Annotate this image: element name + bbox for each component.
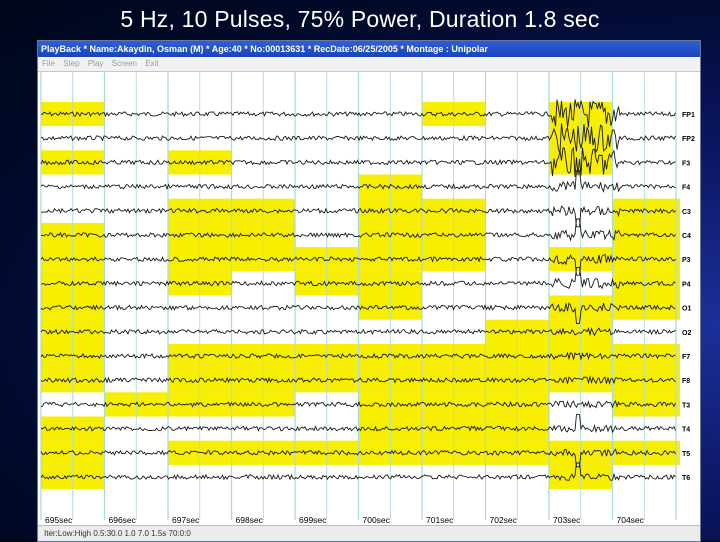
channel-label: F3 xyxy=(682,160,690,167)
menu-item-file[interactable]: File xyxy=(42,59,55,68)
channel-label: T3 xyxy=(682,402,690,409)
menu-item-exit[interactable]: Exit xyxy=(145,59,159,68)
eeg-playback-window: PlayBack * Name:Akaydin, Osman (M) * Age… xyxy=(37,40,701,542)
time-label: 700sec xyxy=(363,515,391,525)
channel-label: T5 xyxy=(682,451,690,458)
menu-item-step[interactable]: Step xyxy=(63,59,80,68)
eeg-traces xyxy=(40,99,676,482)
slide-title: 5 Hz, 10 Pulses, 75% Power, Duration 1.8… xyxy=(120,6,600,32)
highlight-block xyxy=(612,271,680,296)
time-label: 702sec xyxy=(490,515,518,525)
eeg-trace-f8 xyxy=(40,375,676,386)
eeg-trace-t3 xyxy=(40,399,676,409)
channel-label: O2 xyxy=(682,330,691,337)
channel-label: C3 xyxy=(682,209,691,216)
menu-bar: File Step Play Screen Exit xyxy=(38,57,700,72)
time-label: 703sec xyxy=(553,515,581,525)
channel-labels: FP1 FP2 F3 F4 C3 C4 P3 P4 O1 O2 F7 F8 T3 T4 T5 T6 xyxy=(682,112,695,482)
channel-label: F4 xyxy=(682,185,690,192)
eeg-trace-f3 xyxy=(40,146,676,178)
time-gridlines xyxy=(40,72,677,520)
time-label: 699sec xyxy=(299,515,327,525)
eeg-trace-fp1 xyxy=(40,99,676,128)
window-title-bar[interactable]: PlayBack * Name:Akaydin, Osman (M) * Age… xyxy=(38,41,700,57)
time-label: 698sec xyxy=(236,515,264,525)
eeg-trace-c4 xyxy=(40,218,676,242)
time-label: 701sec xyxy=(426,515,454,525)
channel-label: FP1 xyxy=(682,112,695,119)
channel-label: C4 xyxy=(682,233,691,240)
eeg-trace-t4 xyxy=(40,414,676,434)
eeg-trace-p4 xyxy=(40,266,676,290)
eeg-trace-o1 xyxy=(40,301,676,325)
channel-label: P4 xyxy=(682,281,691,288)
channel-label: F7 xyxy=(682,354,690,361)
eeg-trace-t6 xyxy=(40,462,676,482)
channel-label: T6 xyxy=(682,475,690,482)
eeg-trace-plot: FP1 FP2 F3 F4 C3 C4 P3 P4 O1 O2 F7 F8 T3 T4 T5 T6 695se… xyxy=(40,72,695,525)
eeg-trace-o2 xyxy=(40,327,676,337)
channel-label: F8 xyxy=(682,378,690,385)
time-label: 696sec xyxy=(109,515,137,525)
time-label: 695sec xyxy=(45,515,73,525)
channel-label: FP2 xyxy=(682,136,695,143)
eeg-trace-c3 xyxy=(41,205,676,228)
channel-label: P3 xyxy=(682,257,691,264)
menu-item-play[interactable]: Play xyxy=(87,59,104,68)
time-axis-labels: 695sec 696sec 697sec 698sec 699sec 700sec 701s… xyxy=(45,515,645,525)
eeg-trace-fp2 xyxy=(40,123,676,154)
eeg-trace-f7 xyxy=(40,351,676,361)
eeg-trace-p3 xyxy=(40,253,676,276)
time-label: 697sec xyxy=(172,515,200,525)
time-label: 704sec xyxy=(617,515,645,525)
status-bar: Iter:Low:High 0.5:30.0 1.0 7.0 1.5s 70:0… xyxy=(38,525,700,541)
channel-label: O1 xyxy=(682,306,691,313)
eeg-trace-f4 xyxy=(40,170,676,193)
eeg-trace-t5 xyxy=(40,448,676,468)
menu-item-screen[interactable]: Screen xyxy=(111,59,137,68)
channel-label: T4 xyxy=(682,427,690,434)
